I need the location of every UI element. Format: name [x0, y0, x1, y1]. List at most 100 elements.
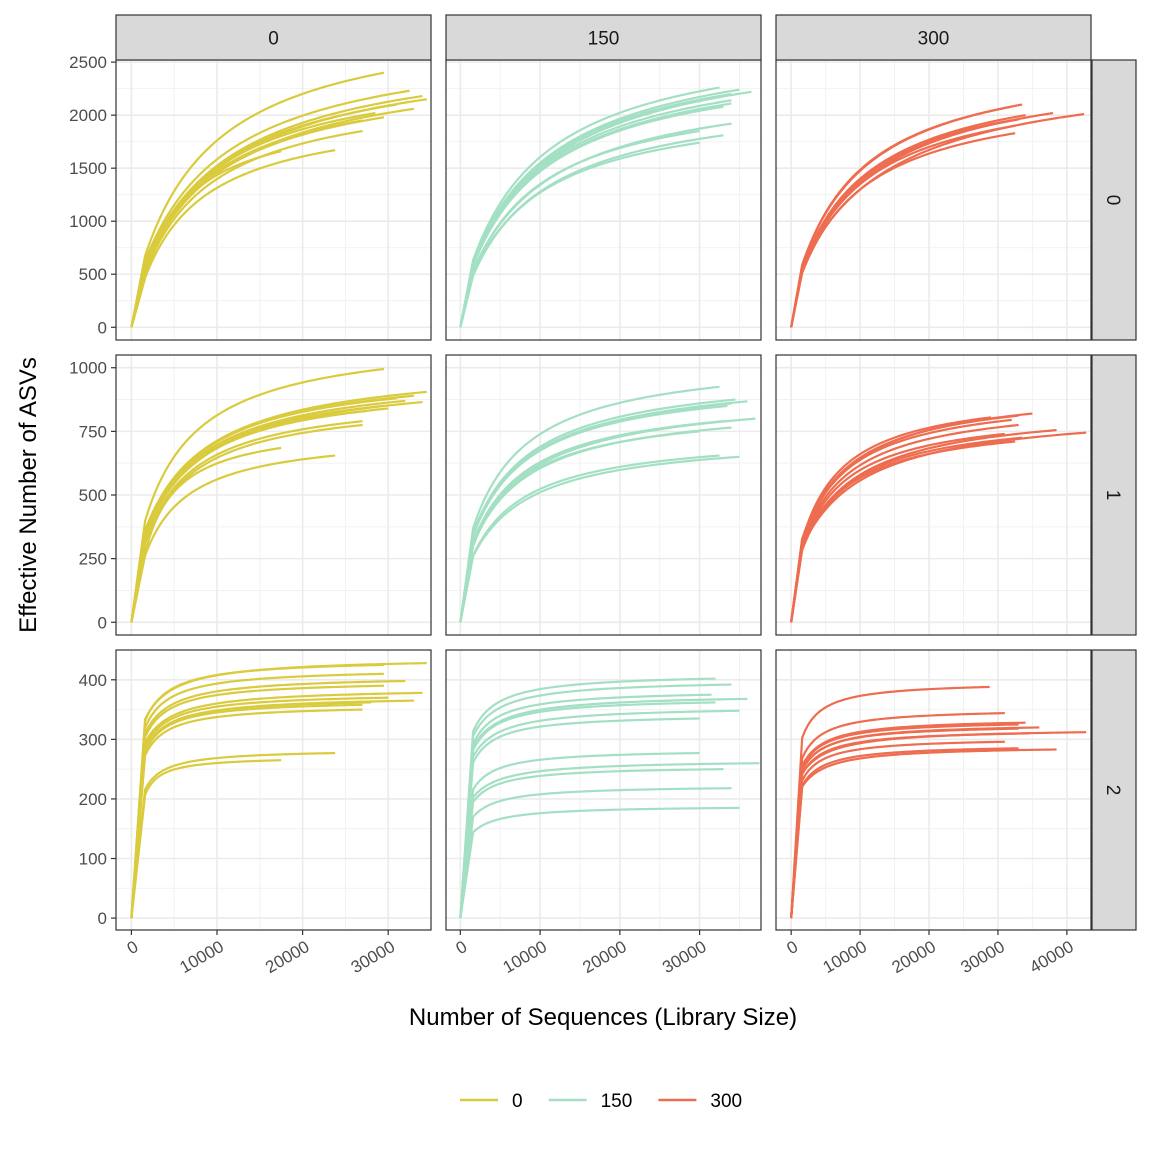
y-tick-label: 0 — [98, 318, 107, 337]
series-curve — [130, 679, 406, 919]
strip-background — [445, 14, 762, 61]
y-tick-label: 200 — [79, 790, 107, 809]
x-tick-label: 0 — [124, 937, 142, 958]
x-tick-label: 30000 — [659, 937, 709, 977]
panel-r0-c300 — [775, 59, 1092, 341]
facet-row-label: 2 — [1102, 785, 1123, 796]
x-tick-label: 10000 — [820, 937, 870, 977]
series-curve — [130, 420, 363, 623]
series-curve — [459, 751, 700, 919]
series-curve — [130, 423, 363, 623]
y-tick-label: 2000 — [69, 106, 107, 125]
series-curve — [130, 149, 336, 328]
x-tick-label: 30000 — [348, 937, 398, 977]
legend-label: 300 — [710, 1091, 742, 1112]
panel-r2-c0 — [115, 649, 432, 931]
facet-strip-row-1: 1 — [1091, 354, 1137, 636]
facet-col-label: 150 — [588, 29, 620, 50]
y-axis-row-1: 0 250 500 750 1000 — [69, 359, 116, 632]
panel-r1-c150 — [445, 354, 762, 636]
series-curve — [459, 787, 732, 919]
series-curve — [459, 141, 700, 328]
series-curve — [459, 105, 724, 328]
series-curve — [459, 455, 740, 623]
panel-series — [459, 385, 756, 623]
series-curve — [790, 418, 1012, 623]
y-axis-row-2: 0 100 200 300 400 — [79, 671, 116, 928]
y-tick-label: 300 — [79, 730, 107, 749]
panel-series — [459, 86, 752, 328]
series-curve — [130, 691, 423, 919]
series-curve — [130, 367, 385, 623]
series-curve — [790, 723, 1019, 919]
series-curve — [790, 132, 1016, 328]
x-tick-label: 20000 — [579, 937, 629, 977]
panel-border — [445, 649, 762, 931]
series-curve — [790, 416, 992, 623]
series-curve — [790, 712, 1005, 919]
series-curve — [790, 727, 1019, 919]
x-axis-title: Number of Sequences (Library Size) — [409, 1004, 797, 1031]
y-axis-row-0: 0 500 1000 1500 2000 2500 — [69, 53, 116, 337]
y-tick-label: 0 — [98, 909, 107, 928]
series-curve — [459, 806, 740, 919]
panel-border — [445, 354, 762, 636]
series-curve — [459, 430, 700, 623]
series-curve — [130, 71, 385, 328]
panel-background — [776, 650, 1091, 930]
series-curve — [130, 89, 410, 328]
panel-r1-c0 — [115, 354, 432, 636]
legend-label: 0 — [512, 1091, 523, 1112]
y-tick-label: 1500 — [69, 159, 107, 178]
series-curve — [459, 697, 748, 919]
panel-series — [130, 367, 427, 623]
series-curve — [790, 740, 1005, 919]
y-tick-label: 100 — [79, 850, 107, 869]
panel-series — [790, 412, 1087, 623]
series-curve — [790, 432, 1005, 623]
series-curve — [130, 703, 363, 919]
series-curve — [459, 454, 720, 623]
panel-border — [775, 354, 1092, 636]
panel-border — [115, 649, 432, 931]
y-tick-label: 250 — [79, 550, 107, 569]
series-curve — [130, 150, 282, 328]
panel-series — [130, 662, 427, 919]
series-curve — [130, 397, 397, 623]
facet-col-label: 0 — [268, 29, 279, 50]
y-tick-label: 500 — [79, 265, 107, 284]
series-curve — [130, 759, 282, 919]
panel-series — [459, 677, 760, 919]
facet-row-label: 0 — [1102, 195, 1123, 206]
panel-series — [130, 71, 427, 328]
series-curve — [790, 440, 1016, 623]
facet-strip-row-2: 2 — [1091, 649, 1137, 931]
x-tick-label: 20000 — [262, 937, 312, 977]
series-curve — [790, 721, 1026, 919]
facet-row-label: 1 — [1102, 490, 1123, 501]
y-tick-label: 750 — [79, 422, 107, 441]
x-tick-label: 20000 — [889, 937, 939, 977]
facet-col-label: 300 — [918, 29, 950, 50]
y-tick-label: 2500 — [69, 53, 107, 72]
series-curve — [459, 86, 720, 328]
legend-item-300: 300 — [658, 1091, 742, 1112]
panel-background — [116, 650, 431, 930]
series-curve — [790, 124, 1016, 328]
x-tick-label: 10000 — [500, 937, 550, 977]
y-tick-label: 400 — [79, 671, 107, 690]
series-curve — [459, 768, 724, 919]
x-tick-label: 0 — [783, 937, 801, 958]
legend-item-0: 0 — [460, 1091, 523, 1112]
panel-grid — [776, 60, 1091, 340]
series-curve — [130, 751, 336, 919]
series-curve — [130, 672, 384, 919]
strip-background — [775, 14, 1092, 61]
strips-layer: 0 150 300 0 1 2 — [115, 14, 1137, 931]
series-curve — [130, 684, 384, 919]
panel-grid — [116, 60, 431, 340]
series-curve — [130, 663, 384, 919]
series-curve — [459, 398, 736, 623]
series-curve — [130, 409, 367, 623]
legend-item-150: 150 — [548, 1091, 632, 1112]
